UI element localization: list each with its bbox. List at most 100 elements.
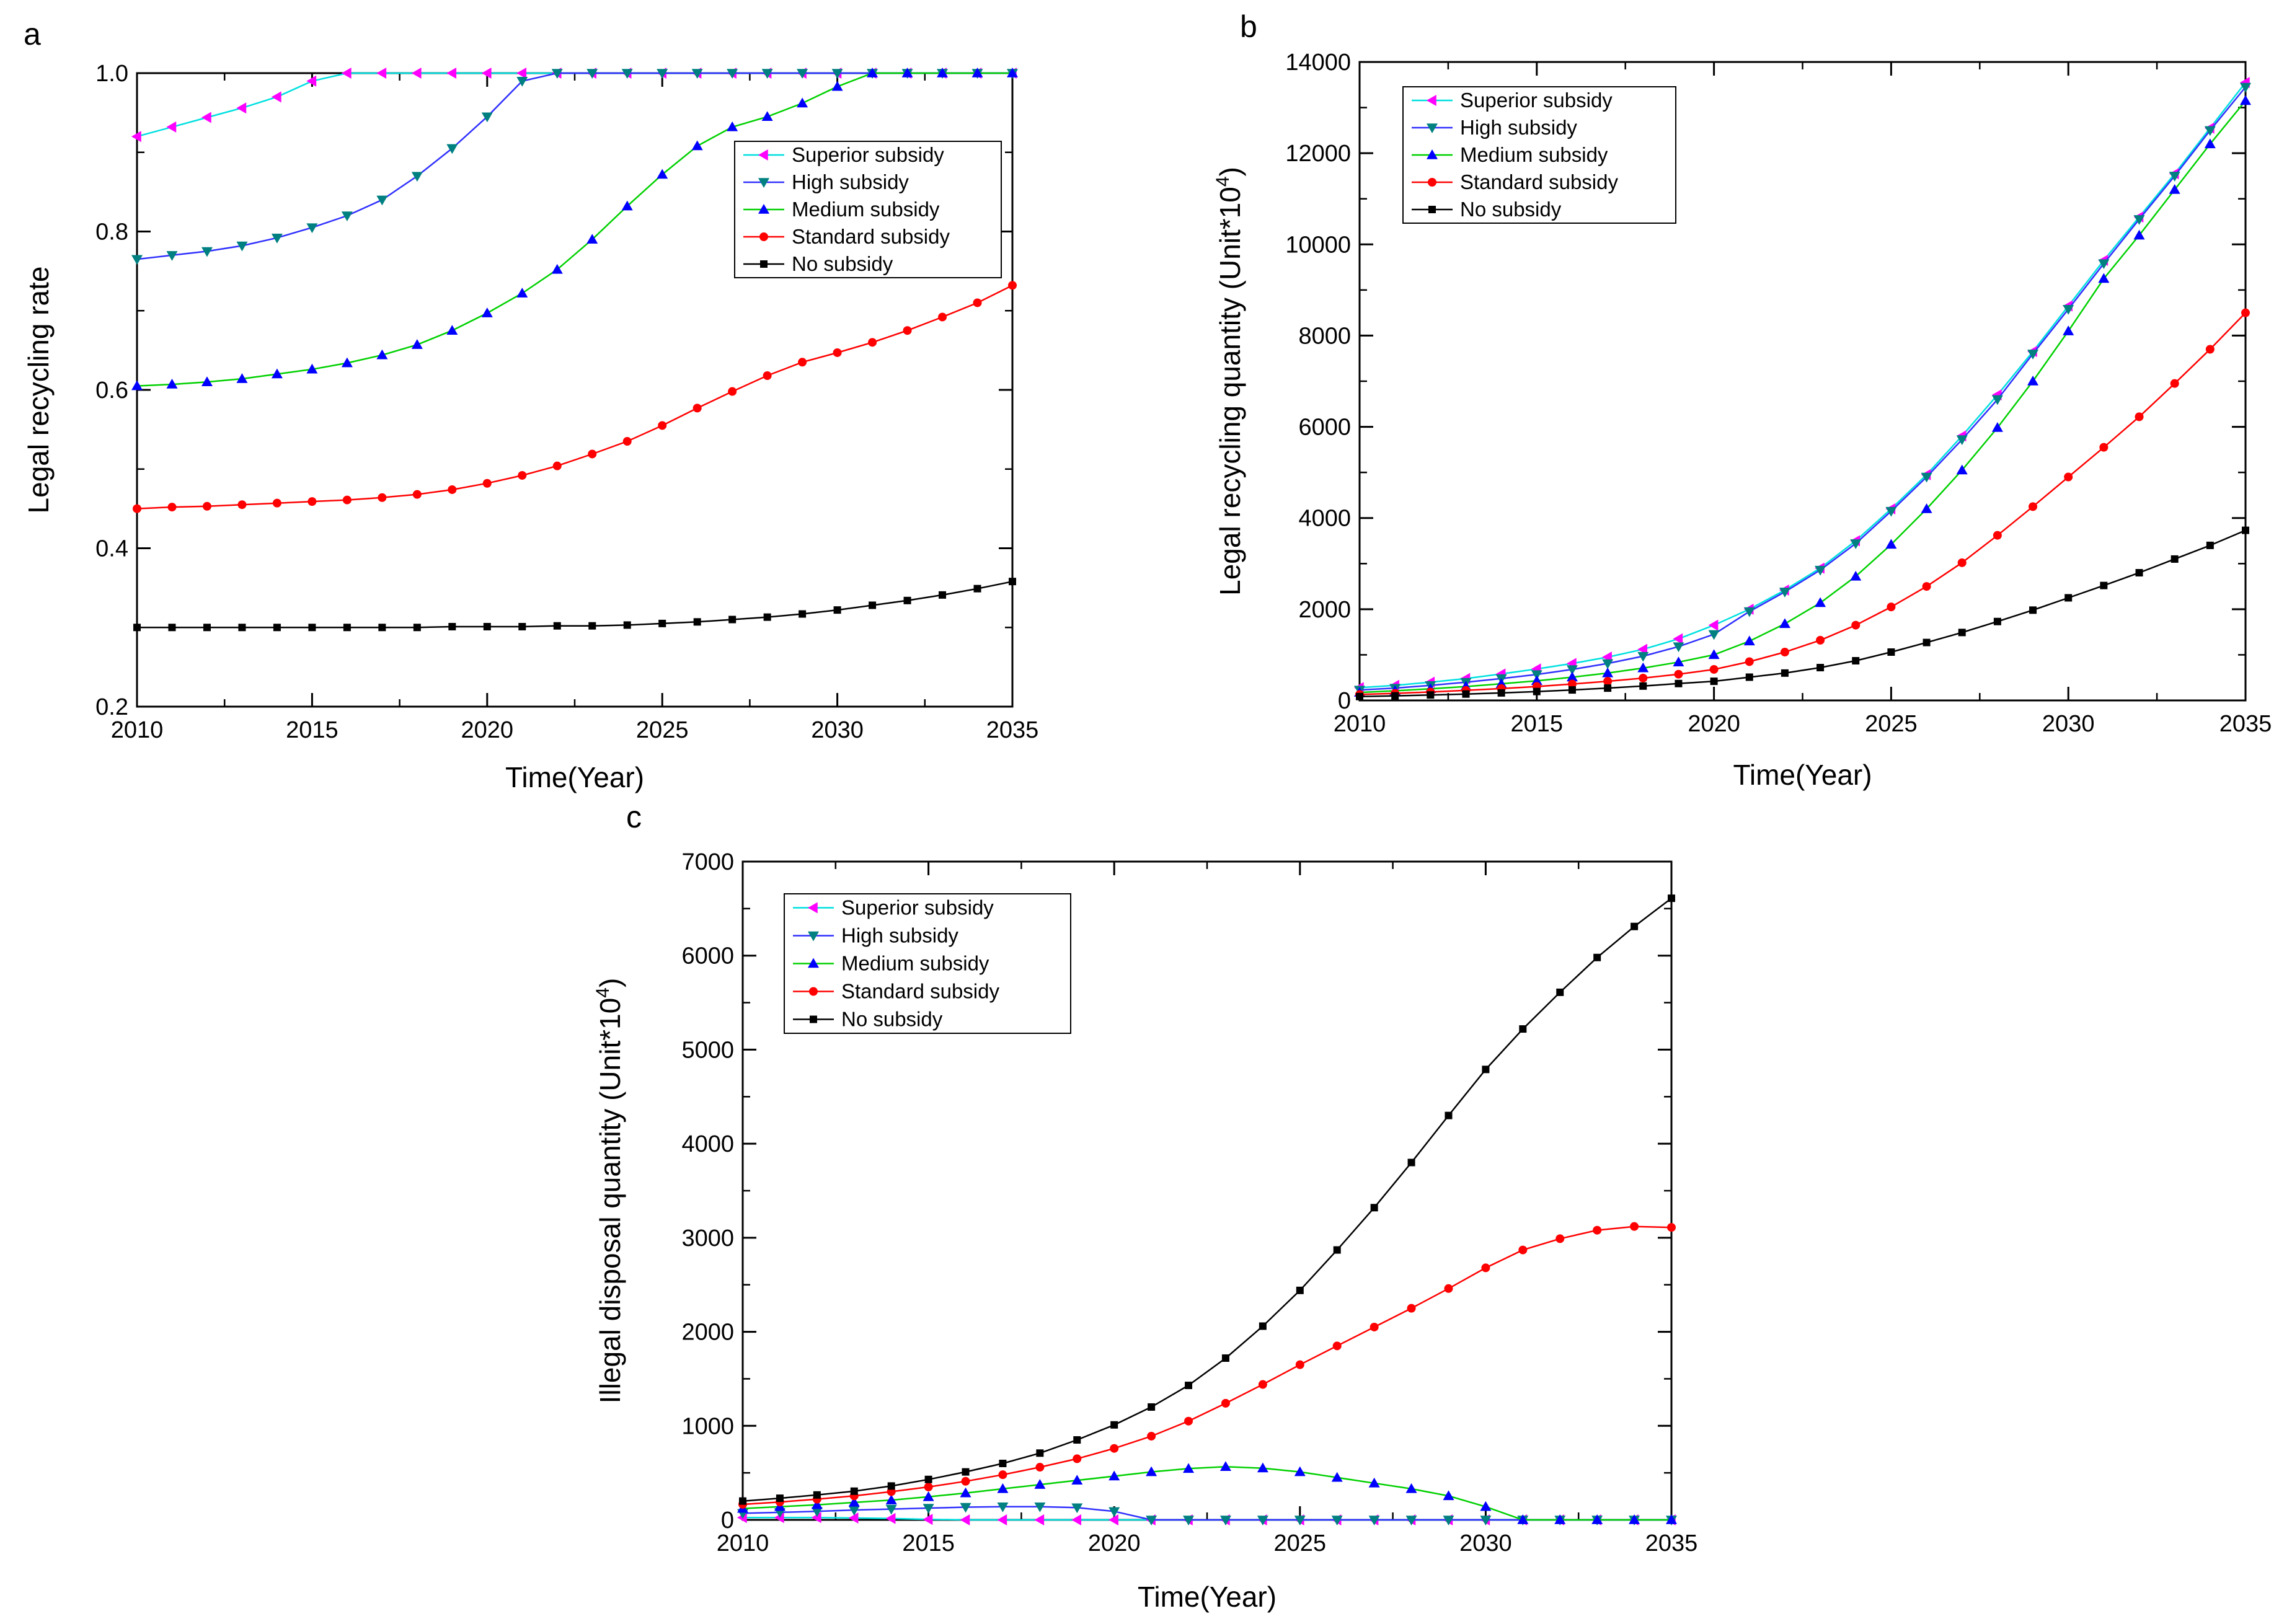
series-line — [137, 580, 1013, 629]
data-point — [1816, 635, 1825, 645]
data-point — [1603, 677, 1613, 686]
data-point — [1673, 633, 1683, 645]
data-point — [481, 68, 492, 79]
data-point — [1779, 588, 1790, 598]
data-point — [885, 1512, 896, 1524]
data-point — [166, 251, 178, 261]
data-point — [1427, 691, 1435, 699]
series-layer — [737, 894, 1677, 1525]
data-point — [727, 121, 738, 131]
data-point — [411, 68, 422, 79]
data-point — [166, 121, 177, 133]
data-point — [1555, 1234, 1565, 1243]
data-point — [1405, 1483, 1417, 1493]
data-point — [201, 376, 213, 386]
data-point — [763, 371, 772, 381]
data-point — [973, 585, 981, 593]
data-point — [728, 616, 737, 624]
y-tick-label: 0.2 — [95, 694, 128, 720]
data-point — [131, 255, 143, 265]
data-point — [236, 102, 247, 114]
data-point — [1356, 692, 1363, 700]
data-point — [1993, 531, 2002, 540]
data-point — [1405, 1516, 1417, 1525]
data-point — [903, 326, 912, 335]
data-point — [1639, 682, 1647, 690]
data-point — [1745, 673, 1753, 681]
data-point — [2029, 606, 2037, 614]
data-point — [960, 1487, 971, 1498]
data-point — [998, 1470, 1007, 1480]
data-point — [1296, 1286, 1304, 1294]
data-point — [238, 624, 246, 632]
data-point — [516, 68, 527, 79]
legend-label: Standard subsidy — [1460, 170, 1618, 193]
data-point — [1885, 539, 1897, 549]
x-tick-label: 2025 — [636, 717, 689, 743]
data-point — [2098, 259, 2110, 270]
data-point — [868, 338, 877, 347]
y-axis-title: Legal recycling rate — [22, 267, 55, 514]
data-point — [923, 1491, 934, 1501]
data-point — [1602, 667, 1614, 677]
data-point — [1852, 656, 1860, 664]
data-point — [1956, 435, 1968, 446]
series-line — [136, 72, 1012, 260]
x-tick-label: 2010 — [111, 717, 164, 743]
legend-marker — [1428, 178, 1436, 187]
data-point — [483, 622, 491, 630]
data-point — [693, 618, 701, 626]
y-tick-label: 8000 — [1298, 323, 1351, 349]
data-point — [2204, 126, 2216, 136]
y-tick-label: 0.8 — [95, 219, 128, 245]
data-point — [1668, 894, 1675, 902]
data-point — [1370, 1322, 1379, 1331]
x-tick-label: 2015 — [902, 1530, 955, 1556]
panel-letter: c — [626, 800, 642, 834]
panel-letter: a — [24, 17, 41, 51]
data-point — [1922, 582, 1931, 591]
y-tick-label: 0 — [1338, 688, 1351, 714]
x-tick-label: 2035 — [1645, 1530, 1698, 1556]
data-point — [342, 495, 352, 505]
y-tick-label: 12000 — [1285, 141, 1351, 167]
data-point — [551, 69, 563, 79]
data-point — [1709, 664, 1719, 674]
data-point — [867, 68, 878, 77]
data-point — [271, 233, 283, 244]
data-point — [1639, 673, 1648, 682]
data-point — [960, 1503, 971, 1513]
legend-marker — [760, 260, 768, 268]
chart-panel-c: c 2010 2015 2020 2025 2030 2035 0 1000 2000 3000 40… — [593, 800, 1697, 1613]
data-point — [2204, 138, 2216, 149]
x-tick-label: 2030 — [811, 717, 864, 743]
data-point — [1219, 1461, 1231, 1472]
data-point — [308, 624, 316, 632]
data-point — [850, 1487, 858, 1495]
data-point — [1743, 607, 1755, 617]
data-point — [1443, 1516, 1454, 1525]
data-point — [1333, 1246, 1341, 1254]
data-point — [831, 69, 843, 79]
y-tick-label: 7000 — [681, 849, 734, 875]
data-point — [341, 68, 352, 79]
data-point — [763, 613, 771, 621]
x-tick-label: 2015 — [286, 717, 339, 743]
data-point — [1110, 1421, 1118, 1429]
data-point — [1593, 953, 1601, 961]
x-tick-label: 2015 — [1511, 711, 1564, 737]
series-line — [136, 72, 1012, 387]
data-point — [272, 498, 281, 508]
data-point — [923, 1514, 933, 1525]
data-point — [1036, 1449, 1044, 1457]
data-point — [658, 421, 667, 430]
legend: Superior subsidy High subsidy Medium subsi… — [784, 893, 1071, 1034]
data-point — [658, 619, 666, 627]
y-tick-label: 2000 — [681, 1320, 734, 1346]
data-point — [923, 1504, 934, 1514]
legend-marker — [810, 1015, 817, 1023]
data-point — [811, 1499, 823, 1509]
data-point — [622, 437, 632, 446]
data-point — [1183, 1516, 1195, 1525]
data-point — [2100, 581, 2108, 589]
